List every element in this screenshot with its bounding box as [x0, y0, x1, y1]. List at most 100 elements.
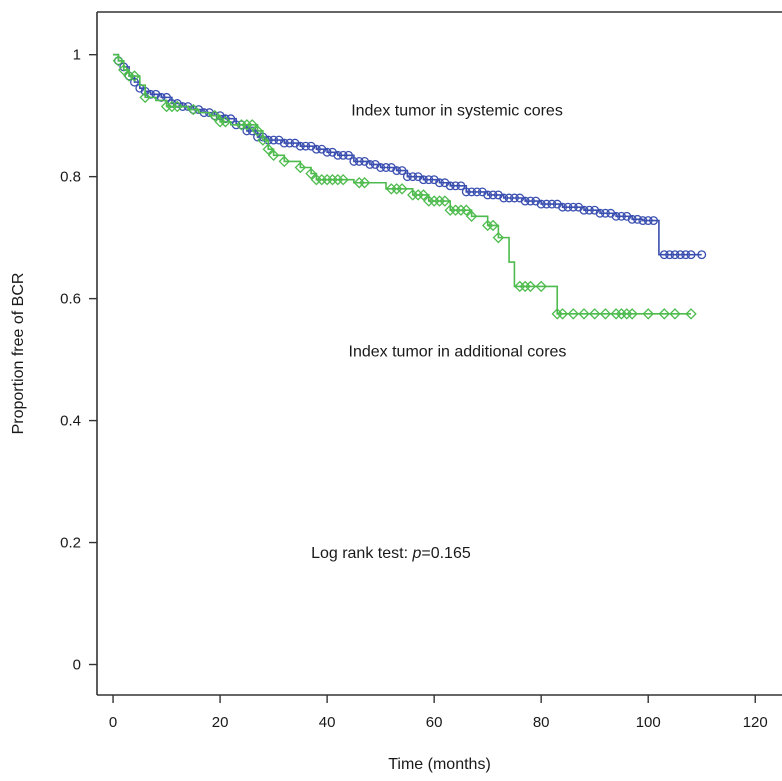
annotation-suffix: =0.165 — [421, 545, 470, 562]
censor-marker — [467, 187, 477, 197]
censor-marker — [187, 103, 200, 116]
censor-marker — [338, 150, 348, 160]
censor-marker — [556, 308, 569, 320]
censor-marker — [626, 308, 638, 320]
censor-marker — [481, 219, 494, 232]
censor-marker — [461, 187, 471, 197]
censor-marker — [686, 250, 696, 260]
censor-marker — [112, 55, 125, 67]
y-tick-label: 0 — [73, 657, 81, 674]
x-axis-title: Time (months) — [388, 756, 491, 773]
censor-marker — [627, 214, 637, 224]
y-tick-label: 1 — [73, 47, 81, 64]
censor-marker — [381, 163, 391, 172]
censor-marker — [130, 77, 139, 87]
censor-marker — [365, 160, 375, 169]
censor-marker — [638, 216, 648, 226]
censor-marker — [241, 119, 253, 131]
censor-marker — [396, 183, 408, 195]
censor-marker — [417, 189, 430, 201]
censor-marker — [675, 250, 685, 260]
censor-marker — [118, 64, 130, 76]
censor-marker — [599, 308, 612, 320]
x-tick-label: 80 — [533, 714, 550, 731]
censor-marker — [402, 172, 412, 182]
censor-marker — [685, 308, 697, 320]
censor-marker — [326, 173, 339, 186]
censor-marker — [262, 143, 274, 155]
censor-marker — [397, 166, 407, 176]
x-tick-label: 0 — [109, 714, 117, 731]
censor-marker — [600, 208, 610, 218]
censor-marker — [376, 163, 386, 172]
censor-marker — [301, 141, 311, 151]
censor-marker — [697, 250, 707, 260]
censor-marker — [649, 216, 659, 226]
censor-marker — [524, 280, 537, 293]
censor-marker — [658, 308, 670, 320]
censor-marker — [316, 173, 328, 186]
censor-marker — [551, 308, 563, 320]
censor-marker — [267, 149, 280, 162]
censor-marker — [492, 231, 505, 244]
x-tick-label: 60 — [426, 714, 443, 731]
x-tick-label: 100 — [636, 714, 661, 731]
censor-marker — [354, 156, 364, 166]
censor-marker — [611, 211, 621, 221]
censor-marker — [269, 135, 279, 145]
censor-marker — [504, 193, 514, 203]
censor-marker — [542, 199, 551, 209]
censor-marker — [385, 183, 398, 195]
censor-marker — [171, 100, 183, 113]
censor-marker — [456, 181, 466, 191]
y-tick-label: 0.2 — [60, 535, 81, 552]
censor-marker — [349, 156, 359, 166]
censor-marker — [568, 202, 578, 212]
censor-marker — [310, 173, 323, 186]
censor-marker — [305, 167, 317, 180]
censor-marker — [428, 195, 440, 207]
censor-marker — [322, 147, 332, 157]
censor-marker — [547, 199, 557, 209]
censor-marker — [424, 175, 434, 185]
censor-marker — [584, 205, 594, 215]
annotation-prefix: Log rank test: — [311, 545, 412, 562]
censor-marker — [669, 308, 681, 320]
censor-marker — [139, 91, 151, 104]
censor-marker — [588, 308, 601, 320]
series-2 — [112, 53, 697, 320]
censor-marker — [246, 119, 258, 131]
censor-marker — [353, 177, 365, 189]
censor-marker — [257, 134, 269, 146]
censor-marker — [579, 205, 589, 215]
censor-marker — [578, 308, 590, 320]
censor-marker — [536, 199, 546, 209]
censor-marker — [455, 204, 467, 216]
series-layer — [112, 53, 707, 320]
y-tick-label: 0.4 — [60, 413, 81, 430]
x-tick-label: 40 — [319, 714, 336, 731]
censor-marker — [433, 195, 446, 207]
censor-marker — [520, 196, 530, 206]
censor-marker — [488, 190, 498, 200]
censor-marker — [123, 70, 135, 82]
censor-marker — [332, 173, 344, 186]
censor-marker — [621, 308, 633, 320]
annotation-italic: p — [411, 545, 421, 562]
y-tick-label: 0.6 — [60, 291, 81, 308]
censor-marker — [451, 181, 461, 191]
censor-marker — [278, 155, 291, 168]
censor-marker — [235, 119, 248, 131]
censor-marker — [358, 177, 371, 189]
censor-marker — [344, 150, 353, 160]
censor-marker — [617, 211, 626, 221]
annotation-2: Index tumor in additional cores — [349, 344, 567, 361]
censor-marker — [311, 144, 321, 154]
censor-marker — [337, 173, 349, 186]
x-axis-ticks: 0 20 40 60 80 100 120 — [109, 695, 768, 731]
censor-marker — [285, 138, 295, 148]
censor-marker — [247, 126, 257, 136]
censor-marker — [499, 193, 509, 203]
censor-marker — [295, 141, 305, 151]
censor-marker — [423, 195, 435, 207]
